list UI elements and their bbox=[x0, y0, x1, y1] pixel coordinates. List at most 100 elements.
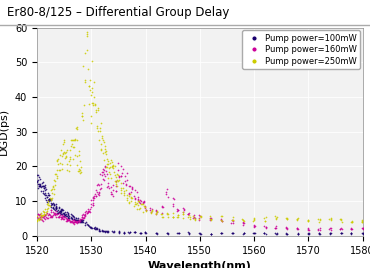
Point bbox=[35, 178, 41, 183]
Point bbox=[158, 212, 164, 216]
Point bbox=[171, 215, 176, 219]
Point bbox=[138, 230, 144, 235]
Point bbox=[229, 217, 235, 222]
Point bbox=[56, 205, 62, 209]
Point bbox=[114, 178, 120, 182]
Point bbox=[36, 184, 41, 188]
Point bbox=[48, 198, 54, 203]
Point bbox=[90, 195, 96, 199]
Point bbox=[175, 231, 181, 235]
Point bbox=[65, 218, 71, 222]
Point bbox=[93, 188, 99, 192]
Point bbox=[93, 194, 99, 198]
Point bbox=[326, 226, 332, 231]
Point bbox=[39, 180, 45, 185]
Point bbox=[138, 202, 144, 206]
Point bbox=[306, 218, 312, 223]
Point bbox=[154, 210, 160, 214]
Point bbox=[64, 216, 70, 221]
Point bbox=[78, 220, 84, 225]
Point bbox=[294, 217, 300, 221]
Point bbox=[102, 229, 108, 233]
Point bbox=[88, 114, 94, 118]
Point bbox=[36, 216, 42, 221]
Point bbox=[69, 213, 75, 217]
Point bbox=[229, 221, 235, 225]
Point bbox=[74, 138, 80, 143]
Point bbox=[57, 161, 63, 165]
Point bbox=[261, 231, 267, 235]
Point bbox=[132, 230, 138, 234]
Point bbox=[60, 213, 66, 218]
Point bbox=[118, 174, 124, 178]
Point bbox=[175, 215, 181, 219]
Point bbox=[79, 114, 85, 118]
Point bbox=[64, 218, 70, 222]
Point bbox=[84, 34, 90, 38]
Point bbox=[70, 221, 76, 225]
Point bbox=[109, 229, 115, 233]
Point bbox=[87, 88, 93, 92]
Point bbox=[53, 207, 59, 211]
Point bbox=[71, 220, 77, 224]
Point bbox=[38, 184, 44, 189]
Point bbox=[45, 198, 51, 203]
Point bbox=[94, 226, 100, 230]
Point bbox=[185, 212, 191, 216]
Point bbox=[295, 227, 300, 231]
Point bbox=[56, 210, 61, 215]
Point bbox=[128, 195, 134, 199]
Point bbox=[85, 67, 91, 71]
Point bbox=[99, 228, 105, 232]
Point bbox=[103, 165, 109, 169]
Point bbox=[59, 211, 65, 216]
Point bbox=[65, 215, 71, 220]
Point bbox=[180, 212, 186, 217]
Point bbox=[185, 231, 191, 235]
Point bbox=[132, 200, 138, 204]
Point bbox=[45, 191, 51, 195]
Point bbox=[91, 95, 97, 99]
Point bbox=[218, 231, 224, 235]
Point bbox=[360, 225, 366, 230]
Point bbox=[94, 126, 100, 131]
Point bbox=[192, 215, 198, 220]
Point bbox=[40, 184, 46, 188]
Point bbox=[240, 223, 246, 227]
Point bbox=[42, 213, 48, 217]
Point bbox=[46, 193, 52, 197]
Point bbox=[110, 162, 116, 167]
Point bbox=[77, 159, 83, 163]
Point bbox=[50, 210, 56, 214]
Point bbox=[118, 188, 124, 192]
Point bbox=[328, 228, 334, 232]
Point bbox=[97, 192, 102, 197]
Point bbox=[263, 225, 269, 230]
Point bbox=[41, 214, 47, 218]
Point bbox=[44, 207, 50, 211]
Point bbox=[93, 227, 99, 232]
Point bbox=[63, 150, 69, 154]
Point bbox=[62, 156, 68, 160]
Point bbox=[51, 203, 57, 207]
Point bbox=[47, 215, 53, 219]
Point bbox=[97, 172, 102, 176]
Point bbox=[295, 232, 301, 236]
Point bbox=[69, 216, 75, 220]
Point bbox=[95, 129, 101, 133]
Point bbox=[284, 216, 290, 220]
Point bbox=[274, 231, 280, 236]
Point bbox=[241, 231, 247, 235]
Point bbox=[50, 206, 56, 210]
Point bbox=[68, 218, 74, 223]
Point bbox=[164, 230, 170, 235]
Point bbox=[101, 158, 107, 162]
Point bbox=[41, 215, 47, 220]
Point bbox=[97, 126, 102, 130]
Point bbox=[153, 211, 159, 215]
Point bbox=[43, 191, 48, 195]
Point bbox=[141, 203, 147, 208]
Point bbox=[69, 138, 75, 142]
Point bbox=[89, 226, 95, 231]
Point bbox=[91, 225, 97, 230]
